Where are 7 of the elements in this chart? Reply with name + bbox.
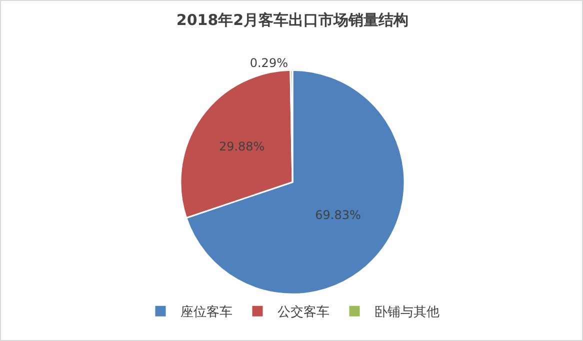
data-label: 29.88% bbox=[218, 139, 265, 154]
legend-label: 公交客车 bbox=[278, 304, 330, 320]
legend-label: 卧铺与其他 bbox=[374, 305, 440, 320]
chart-title: 2018年2月客车出口市场销量结构 bbox=[176, 11, 409, 30]
data-label: 0.29% bbox=[250, 56, 288, 70]
legend-label: 座位客车 bbox=[180, 304, 232, 320]
data-label: 69.83% bbox=[315, 208, 361, 222]
